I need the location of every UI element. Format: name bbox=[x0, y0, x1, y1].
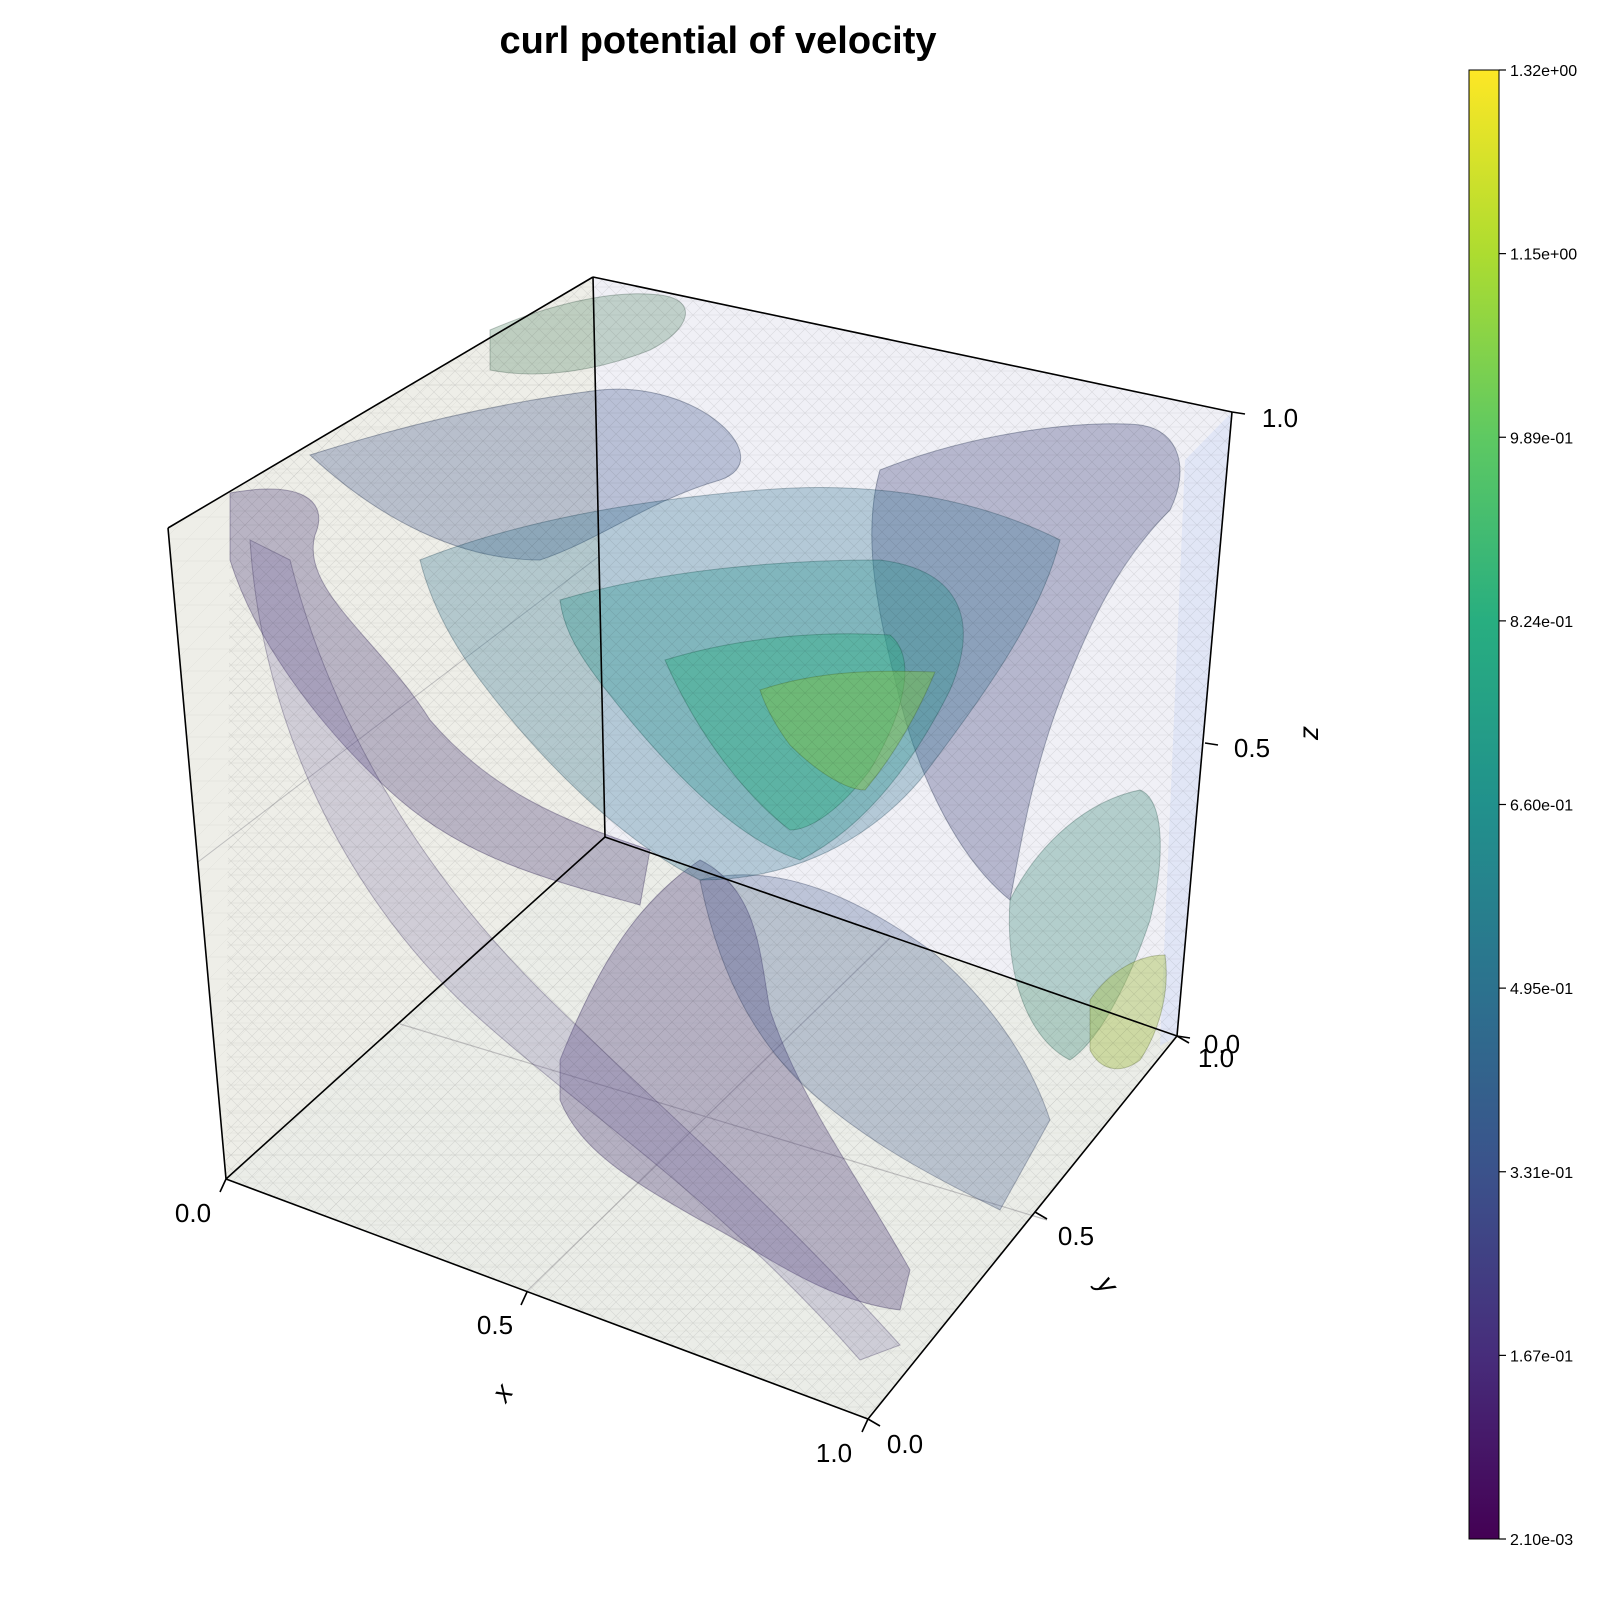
x-tick-mark-2 bbox=[861, 1418, 869, 1433]
y-tick-mark-1 bbox=[1034, 1211, 1048, 1220]
y-tick-label-1: 0.5 bbox=[1058, 1221, 1094, 1251]
edge-front-x bbox=[225, 1178, 869, 1420]
z-tick-label-1: 0.5 bbox=[1234, 733, 1270, 763]
edge-front-y bbox=[867, 1035, 1178, 1420]
y-tick-mark-2 bbox=[1176, 1035, 1190, 1044]
y-tick-mark-0 bbox=[867, 1418, 881, 1427]
axis-tick-marks bbox=[219, 411, 1246, 1433]
x-tick-label-0: 0.0 bbox=[175, 1198, 211, 1228]
colorbar-tick-label: 8.24e-01 bbox=[1510, 614, 1573, 631]
colorbar-ticks: 2.10e-03 1.67e-01 3.31e-01 4.95e-01 6.60e-01… bbox=[1499, 63, 1577, 1549]
y-tick-label-2: 1.0 bbox=[1198, 1043, 1234, 1073]
colorbar-tick-label: 9.89e-01 bbox=[1510, 430, 1573, 447]
x-tick-label-2: 1.0 bbox=[816, 1438, 852, 1468]
edge-right-vertical bbox=[1176, 411, 1233, 1037]
x-tick-mark-0 bbox=[219, 1178, 227, 1193]
z-axis-label: z bbox=[1293, 726, 1324, 741]
colorbar-tick-label: 1.32e+00 bbox=[1510, 63, 1577, 80]
edge-back-floor-left bbox=[225, 836, 606, 1180]
isosurface-mesh-overlay bbox=[226, 277, 1232, 1419]
edge-left-vertical bbox=[167, 527, 227, 1180]
z-tick-label-2: 1.0 bbox=[1262, 403, 1298, 433]
box-edges bbox=[167, 276, 1233, 1420]
edge-top-left bbox=[167, 276, 594, 529]
colorbar-tick-label: 1.67e-01 bbox=[1510, 1348, 1573, 1365]
z-tick-label-0: 0.0 bbox=[1204, 1029, 1240, 1059]
z-tick-mark-2 bbox=[1231, 411, 1246, 415]
z-tick-mark-1 bbox=[1204, 742, 1219, 746]
colorbar: 2.10e-03 1.67e-01 3.31e-01 4.95e-01 6.60e-01… bbox=[1468, 63, 1577, 1549]
y-axis-label: y bbox=[1090, 1268, 1126, 1301]
chart-title: curl potential of velocity bbox=[499, 20, 936, 62]
colorbar-bar bbox=[1468, 69, 1500, 1540]
y-tick-label-0: 0.0 bbox=[887, 1429, 923, 1459]
x-axis-label: x bbox=[484, 1377, 519, 1409]
z-axis: 0.0 0.5 1.0 z bbox=[1204, 403, 1324, 1059]
colorbar-tick-label: 4.95e-01 bbox=[1510, 981, 1573, 998]
z-tick-mark-0 bbox=[1176, 1035, 1191, 1039]
isosurfaces bbox=[226, 277, 1232, 1419]
edge-back-floor-right bbox=[604, 836, 1178, 1037]
edge-top-right bbox=[592, 276, 1233, 413]
colorbar-tick-label: 1.15e+00 bbox=[1510, 247, 1577, 264]
colorbar-tick-label: 6.60e-01 bbox=[1510, 798, 1573, 815]
colorbar-tick-label: 2.10e-03 bbox=[1510, 1532, 1573, 1549]
colorbar-tick-label: 3.31e-01 bbox=[1510, 1165, 1573, 1182]
x-tick-mark-1 bbox=[520, 1291, 528, 1306]
edge-back-vertical bbox=[592, 276, 606, 838]
x-tick-label-1: 0.5 bbox=[477, 1310, 513, 1340]
